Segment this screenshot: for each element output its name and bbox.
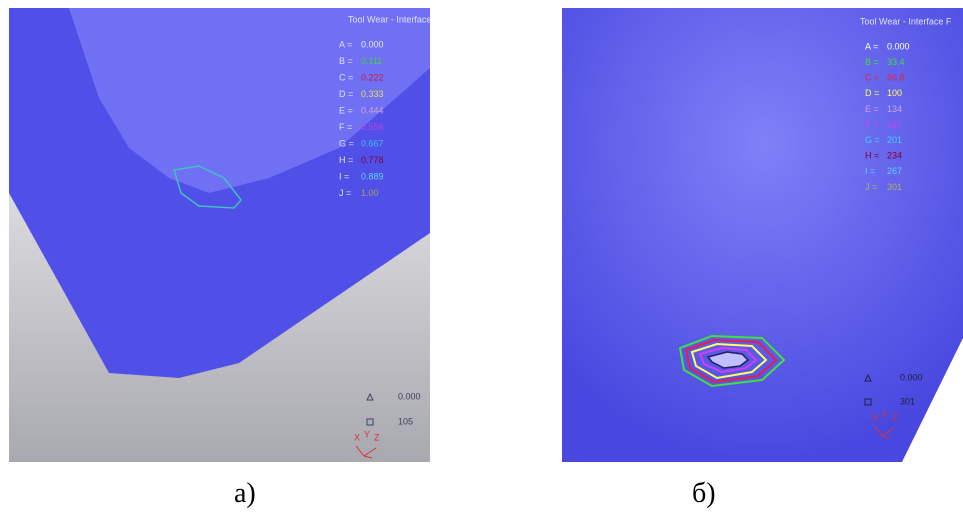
legend-value: 267 — [887, 166, 902, 176]
legend-value: 234 — [887, 151, 902, 161]
legend-value: 167 — [887, 119, 902, 129]
legend-value: 33.4 — [887, 57, 905, 67]
legend-value: 100 — [887, 88, 902, 98]
legend-value: 0.556 — [361, 122, 384, 132]
legend-value: 0.778 — [361, 155, 384, 165]
legend-label: H = — [865, 151, 879, 161]
page: Tool Wear - Interface A = 0.000 B = 0.111 C =… — [0, 0, 963, 520]
legend-label: H = — [339, 155, 353, 165]
max-value: 105 — [398, 416, 413, 426]
legend-label: C = — [339, 72, 353, 82]
legend-label: B = — [339, 56, 353, 66]
axis-label: Z — [374, 432, 380, 442]
panel-title: Tool Wear - Interface F — [860, 16, 952, 26]
legend-label: I = — [865, 166, 875, 176]
legend-label: B = — [865, 57, 879, 67]
legend-label: I = — [339, 171, 349, 181]
panel-a: Tool Wear - Interface A = 0.000 B = 0.111 C =… — [9, 8, 430, 462]
legend-value: 0.667 — [361, 138, 384, 148]
legend-value: 0.333 — [361, 89, 384, 99]
max-value: 301 — [900, 396, 915, 406]
axis-label: X — [872, 412, 878, 422]
caption: б) — [692, 478, 716, 510]
legend-value: 1.00 — [361, 188, 379, 198]
legend-label: D = — [865, 88, 879, 98]
axis-label: Z — [892, 412, 898, 422]
legend-label: A = — [865, 41, 878, 51]
legend-value: 134 — [887, 104, 902, 114]
legend-label: J = — [339, 188, 351, 198]
legend-label: E = — [339, 105, 353, 115]
legend-label: D = — [339, 89, 353, 99]
legend-label: E = — [865, 104, 879, 114]
legend-value: 0.000 — [361, 39, 384, 49]
legend-label: F = — [339, 122, 352, 132]
legend-label: G = — [865, 135, 880, 145]
min-value: 0.000 — [398, 391, 421, 401]
legend-value: 0.222 — [361, 72, 384, 82]
legend-value: 66.8 — [887, 73, 905, 83]
legend-value: 301 — [887, 182, 902, 192]
caption: а) — [234, 478, 256, 510]
legend-label: J = — [865, 182, 877, 192]
axis-label: X — [354, 432, 360, 442]
legend-value: 0.000 — [887, 41, 910, 51]
legend-label: G = — [339, 138, 354, 148]
legend-label: F = — [865, 119, 878, 129]
legend-value: 0.111 — [361, 56, 382, 66]
legend-label: A = — [339, 39, 352, 49]
axis-label: Y — [364, 429, 370, 439]
legend-value: 0.889 — [361, 171, 384, 181]
panel-title: Tool Wear - Interface — [348, 14, 430, 24]
legend-value: 201 — [887, 135, 902, 145]
legend-label: C = — [865, 73, 879, 83]
legend-value: 0.444 — [361, 105, 384, 115]
panel-b: Tool Wear - Interface F A = 0.000 B = 33.4 C … — [562, 8, 963, 462]
min-value: 0.000 — [900, 372, 923, 382]
axis-label: Y — [882, 409, 888, 419]
